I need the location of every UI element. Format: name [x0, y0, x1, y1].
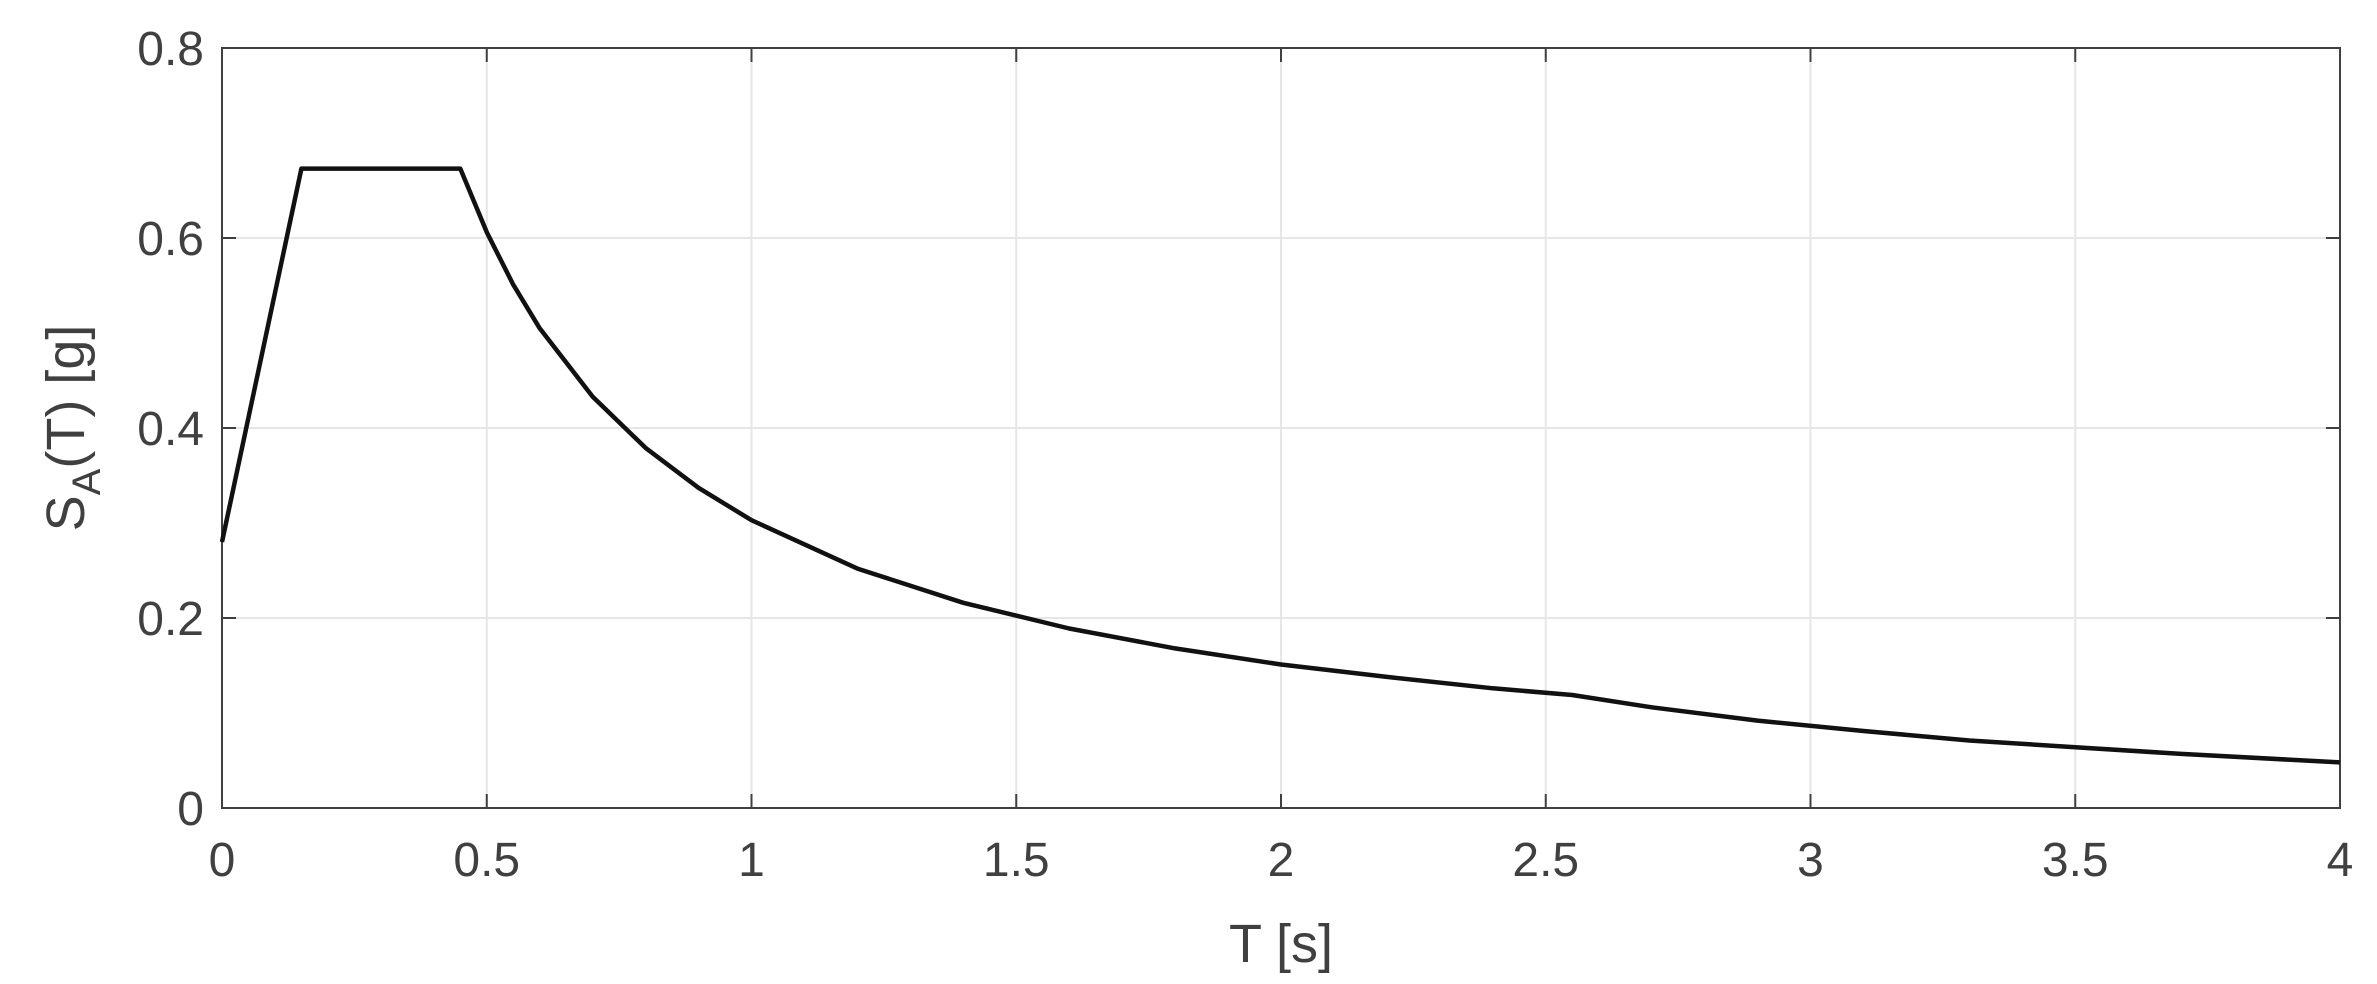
y-tick-label: 0.6: [137, 213, 204, 266]
x-axis-title: T [s]: [1229, 914, 1333, 974]
x-tick-label: 2: [1268, 834, 1295, 887]
axis-ticks: [221, 47, 2341, 809]
x-tick-label: 3: [1797, 834, 1824, 887]
y-tick-label: 0.2: [137, 593, 204, 646]
tick-labels: 0 0.5 1 1.5 2 2.5 3 3.5 4 0 0.2 0.4 0.6 0.8: [137, 23, 2353, 887]
y-tick-label: 0: [177, 783, 204, 836]
x-tick-label: 0.5: [453, 834, 520, 887]
y-tick-label: 0.8: [137, 23, 204, 76]
series-line: [219, 166, 2341, 765]
x-tick-label: 1.5: [983, 834, 1050, 887]
x-tick-label: 1: [738, 834, 765, 887]
x-tick-label: 0: [209, 834, 236, 887]
grid: [222, 48, 2340, 808]
y-axis-title-subscript: A: [65, 468, 109, 495]
y-axis-title-rest: (T) [g]: [36, 325, 96, 469]
x-tick-label: 2.5: [1512, 834, 1579, 887]
y-tick-label: 0.4: [137, 403, 204, 456]
x-tick-label: 4: [2327, 834, 2354, 887]
y-axis-title-main: S: [36, 495, 96, 531]
x-tick-label: 3.5: [2042, 834, 2109, 887]
y-axis-title: SA(T) [g]: [36, 325, 109, 532]
